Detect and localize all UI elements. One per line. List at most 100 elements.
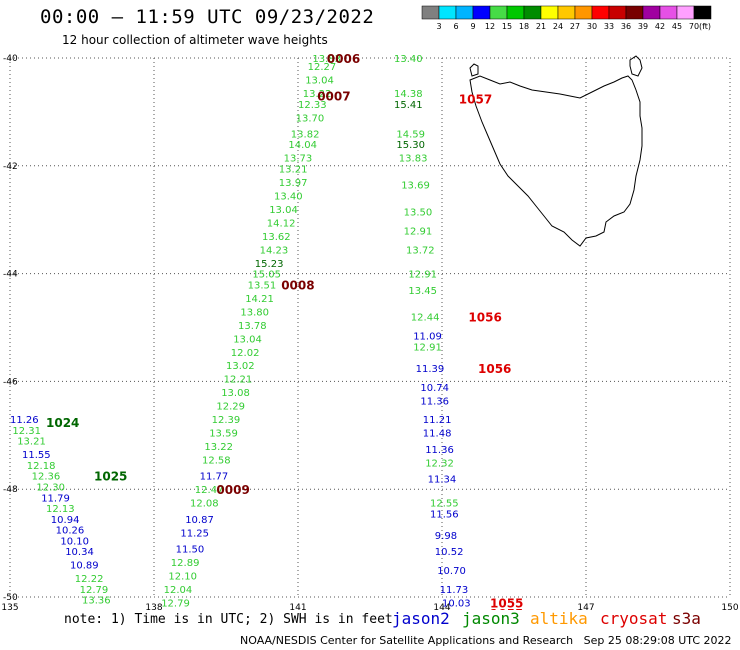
wave-height-point: 13.22 — [204, 442, 233, 453]
track-time-label: 0008 — [281, 278, 314, 292]
wave-height-point: 11.36 — [420, 396, 449, 407]
wave-height-point: 12.58 — [202, 456, 231, 467]
colorbar-label: 15 — [502, 22, 512, 31]
wave-height-point: 14.23 — [260, 245, 289, 256]
satellite-legend-jason3: jason3 — [462, 609, 520, 628]
data-points: 13.8312.2713.0413.2212.3313.7013.8214.04… — [10, 52, 523, 610]
wave-height-point: 13.04 — [269, 205, 298, 216]
tasmania-main-island — [469, 75, 643, 247]
wave-height-point: 13.72 — [406, 245, 435, 256]
colorbar-label: 70 — [689, 22, 699, 31]
wave-height-point: 11.26 — [10, 415, 39, 426]
wave-height-point: 12.31 — [12, 426, 41, 437]
wave-height-point: 13.51 — [248, 280, 277, 291]
wave-height-point: 11.48 — [423, 429, 452, 440]
wave-height-point: 12.32 — [425, 458, 454, 469]
wave-height-point: 12.13 — [46, 504, 75, 515]
wave-height-point: 13.21 — [17, 437, 46, 448]
wave-height-point: 10.34 — [65, 547, 94, 558]
wave-height-point: 14.59 — [396, 129, 425, 140]
wave-height-point: 12.18 — [27, 461, 56, 472]
wave-height-point: 13.40 — [394, 54, 423, 65]
colorbar-label: 12 — [485, 22, 495, 31]
chart-title: 00:00 – 11:59 UTC 09/23/2022 — [40, 6, 375, 28]
wave-height-point: 13.21 — [279, 164, 308, 175]
wave-height-point: 11.09 — [413, 332, 442, 343]
wave-height-point: 13.02 — [226, 361, 255, 372]
satellite-legend-jason2: jason2 — [392, 609, 450, 628]
wave-height-point: 13.36 — [82, 596, 111, 607]
wave-height-point: 13.97 — [279, 178, 308, 189]
track-time-label: 1056 — [478, 362, 511, 376]
y-tick-label: -40 — [3, 54, 18, 64]
colorbar-label: 27 — [570, 22, 580, 31]
wave-height-point: 11.34 — [428, 474, 457, 485]
chart-subtitle: 12 hour collection of altimeter wave hei… — [62, 33, 328, 47]
wave-height-point: 10.26 — [56, 526, 85, 537]
wave-height-point: 13.04 — [305, 76, 334, 87]
wave-height-point: 11.21 — [423, 415, 452, 426]
track-time-label: 0006 — [327, 52, 360, 66]
wave-height-point: 12.79 — [80, 585, 109, 596]
satellite-legend-altika: altika — [530, 609, 588, 628]
wave-height-point: 12.44 — [411, 313, 440, 324]
wave-height-point: 12.22 — [75, 574, 104, 585]
wave-height-point: 13.69 — [401, 181, 430, 192]
wave-height-point: 12.89 — [171, 558, 200, 569]
footnote: note: 1) Time is in UTC; 2) SWH is in fe… — [64, 612, 393, 627]
wave-height-point: 12.55 — [430, 499, 459, 510]
wave-height-point: 12.30 — [36, 483, 65, 494]
wave-height-point: 13.78 — [238, 321, 267, 332]
wave-height-point: 12.79 — [161, 598, 190, 609]
x-tick-label: 144 — [433, 603, 450, 610]
colorbar-label: 39 — [638, 22, 648, 31]
wave-height-point: 15.41 — [394, 100, 423, 111]
wave-height-point: 10.03 — [442, 598, 471, 609]
wave-height-point: 12.47 — [195, 485, 224, 496]
wave-height-point: 12.29 — [216, 402, 245, 413]
wave-height-point: 12.91 — [413, 342, 442, 353]
colorbar-label: 45 — [672, 22, 682, 31]
track-time-label: 1055 — [490, 596, 523, 610]
wave-height-point: 12.91 — [404, 226, 433, 237]
wave-height-point: 13.83 — [312, 54, 341, 65]
y-tick-label: -42 — [3, 162, 18, 172]
wave-height-map: 13.8312.2713.0413.2212.3313.7013.8214.04… — [1, 52, 738, 610]
y-tick-label: -46 — [3, 377, 18, 387]
wave-height-point: 13.45 — [408, 286, 437, 297]
wave-height-point: 12.50 — [442, 609, 471, 610]
track-time-label: 1057 — [459, 92, 492, 106]
grid-lines — [9, 57, 731, 598]
colorbar-label: 3 — [436, 22, 441, 31]
y-tick-label: -48 — [3, 485, 18, 495]
flinders-island — [629, 55, 643, 77]
colorbar-label: 18 — [519, 22, 529, 31]
track-time-label: 1055 — [490, 607, 523, 610]
x-tick-label: 150 — [721, 603, 738, 610]
wave-height-point: 14.04 — [288, 140, 317, 151]
satellite-legend-cryosat: cryosat — [600, 609, 668, 628]
satellite-legend-s3a: s3a — [672, 609, 701, 628]
wave-height-point: 11.79 — [41, 493, 70, 504]
wave-height-point: 11.25 — [180, 528, 209, 539]
colorbar-label: 9 — [470, 22, 475, 31]
wave-height-point: 10.89 — [70, 561, 99, 572]
wave-height-point: 14.21 — [245, 294, 274, 305]
wave-height-point: 12.39 — [212, 415, 241, 426]
wave-height-point: 12.04 — [164, 585, 193, 596]
colorbar-label: 24 — [553, 22, 563, 31]
wave-height-point: 11.77 — [200, 472, 229, 483]
colorbar-label: 21 — [536, 22, 546, 31]
wave-height-point: 10.94 — [51, 515, 80, 526]
wave-height-point: 15.05 — [252, 270, 281, 281]
colorbar-label: 30 — [587, 22, 597, 31]
colorbar-unit: (ft) — [699, 22, 711, 31]
colorbar-swatch — [693, 5, 712, 20]
wave-height-point: 11.73 — [440, 585, 469, 596]
axis-labels: 135 138 141 144 147 150 -40 -42 -44 -46 -48 -50 — [1, 54, 738, 610]
wave-height-point: 13.73 — [284, 154, 313, 165]
track-time-label: 0007 — [317, 90, 350, 104]
wave-height-point: 15.30 — [396, 140, 425, 151]
wave-height-point: 11.39 — [416, 364, 445, 375]
wave-height-point: 10.70 — [437, 566, 466, 577]
